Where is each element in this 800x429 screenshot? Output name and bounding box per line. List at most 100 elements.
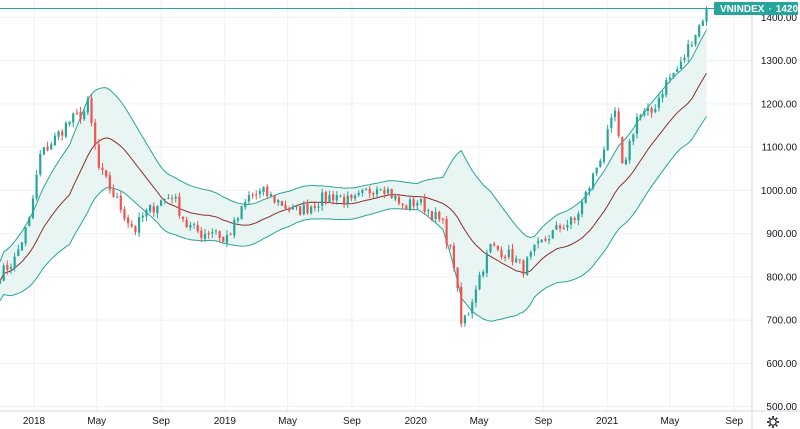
x-tick-label: 2020 xyxy=(405,416,428,427)
candle-body xyxy=(28,217,31,226)
candle-body xyxy=(20,242,24,251)
candle-body xyxy=(156,206,159,214)
badge-box xyxy=(714,2,798,16)
candle-body xyxy=(621,137,624,164)
candle-body xyxy=(687,44,690,58)
candle-body xyxy=(507,249,510,258)
candle-body xyxy=(364,189,368,191)
candle-body xyxy=(665,80,668,95)
candle-body xyxy=(511,248,514,263)
y-tick-label: 1300.00 xyxy=(761,56,798,67)
candle-body xyxy=(324,192,327,202)
candle-body xyxy=(566,225,569,228)
candle-body xyxy=(288,208,291,211)
candle-body xyxy=(529,252,532,257)
candle-body xyxy=(225,235,229,243)
candle-body xyxy=(412,199,415,207)
candle-body xyxy=(701,21,704,26)
candle-body xyxy=(200,230,203,238)
candle-body xyxy=(119,195,122,210)
candle-body xyxy=(438,211,441,220)
candle-body xyxy=(489,243,492,252)
y-axis: 1400.00 1300.00 1200.00 1100.00 1000.00 900.0… xyxy=(751,0,798,429)
candle-body xyxy=(152,206,155,213)
candle-body xyxy=(317,206,320,208)
candle-body xyxy=(299,206,302,215)
candle-body xyxy=(705,8,708,22)
candle-body xyxy=(57,131,60,137)
candle-body xyxy=(277,200,280,203)
candle-body xyxy=(405,205,408,210)
candle-body xyxy=(580,201,584,215)
candle-body xyxy=(639,114,642,118)
candle-body xyxy=(222,236,225,242)
candle-body xyxy=(280,201,283,206)
lower-band-line xyxy=(0,116,707,322)
candle-body xyxy=(306,203,309,214)
candle-body xyxy=(401,203,404,206)
last-price-badge: VNINDEX· 1420.27 xyxy=(0,2,800,16)
candle-body xyxy=(558,225,562,229)
x-tick-label: Sep xyxy=(343,416,361,427)
y-tick-label: 800.00 xyxy=(766,272,797,283)
candle-body xyxy=(544,238,547,241)
candle-body xyxy=(68,121,71,125)
candle-body xyxy=(617,111,620,136)
candle-body xyxy=(573,218,576,220)
badge-sep: · xyxy=(768,4,771,15)
candle-body xyxy=(310,206,313,214)
candle-body xyxy=(526,257,529,275)
candle-body xyxy=(434,212,437,220)
candle-body xyxy=(192,223,196,225)
candle-body xyxy=(449,244,452,246)
candle-body xyxy=(474,289,477,303)
candle-body xyxy=(134,226,137,232)
y-tick-label: 1200.00 xyxy=(761,99,798,110)
candle-body xyxy=(97,144,100,168)
candle-body xyxy=(595,167,598,174)
candle-body xyxy=(672,72,675,78)
candle-body xyxy=(75,112,78,114)
settings-gear-icon[interactable] xyxy=(767,416,779,428)
candle-body xyxy=(130,223,133,226)
x-tick-label: 2021 xyxy=(596,416,619,427)
candle-body xyxy=(108,175,111,190)
candle-body xyxy=(504,256,507,259)
candle-body xyxy=(141,215,144,218)
candle-body xyxy=(569,217,573,225)
band-fill xyxy=(0,29,707,322)
candle-body xyxy=(236,218,240,221)
candle-body xyxy=(482,271,485,276)
candle-body xyxy=(46,146,49,151)
candle-body xyxy=(83,112,86,120)
candle-body xyxy=(266,186,269,197)
candle-body xyxy=(262,186,265,193)
candle-body xyxy=(668,77,671,80)
candle-body xyxy=(313,205,316,208)
candle-body xyxy=(229,233,232,235)
candle-body xyxy=(251,194,254,196)
candle-body xyxy=(683,58,686,61)
candle-body xyxy=(181,216,185,220)
candle-body xyxy=(467,314,470,316)
candle-body xyxy=(694,35,697,45)
upper-band-line xyxy=(0,29,707,262)
candle-body xyxy=(148,204,152,212)
candle-body xyxy=(105,170,108,177)
y-tick-label: 700.00 xyxy=(766,316,797,327)
candle-body xyxy=(127,217,130,224)
candle-body xyxy=(196,224,199,232)
candle-body xyxy=(375,189,379,195)
candle-body xyxy=(247,195,251,202)
x-tick-label: 2018 xyxy=(23,416,46,427)
candle-body xyxy=(339,195,342,197)
candle-body xyxy=(343,196,346,204)
candle-body xyxy=(0,281,2,284)
candle-body xyxy=(533,244,536,252)
candle-body xyxy=(463,315,466,324)
candle-body xyxy=(167,197,170,199)
candle-body xyxy=(61,131,64,136)
badge-value: 1420.27 xyxy=(776,4,800,15)
candle-body xyxy=(423,198,426,212)
